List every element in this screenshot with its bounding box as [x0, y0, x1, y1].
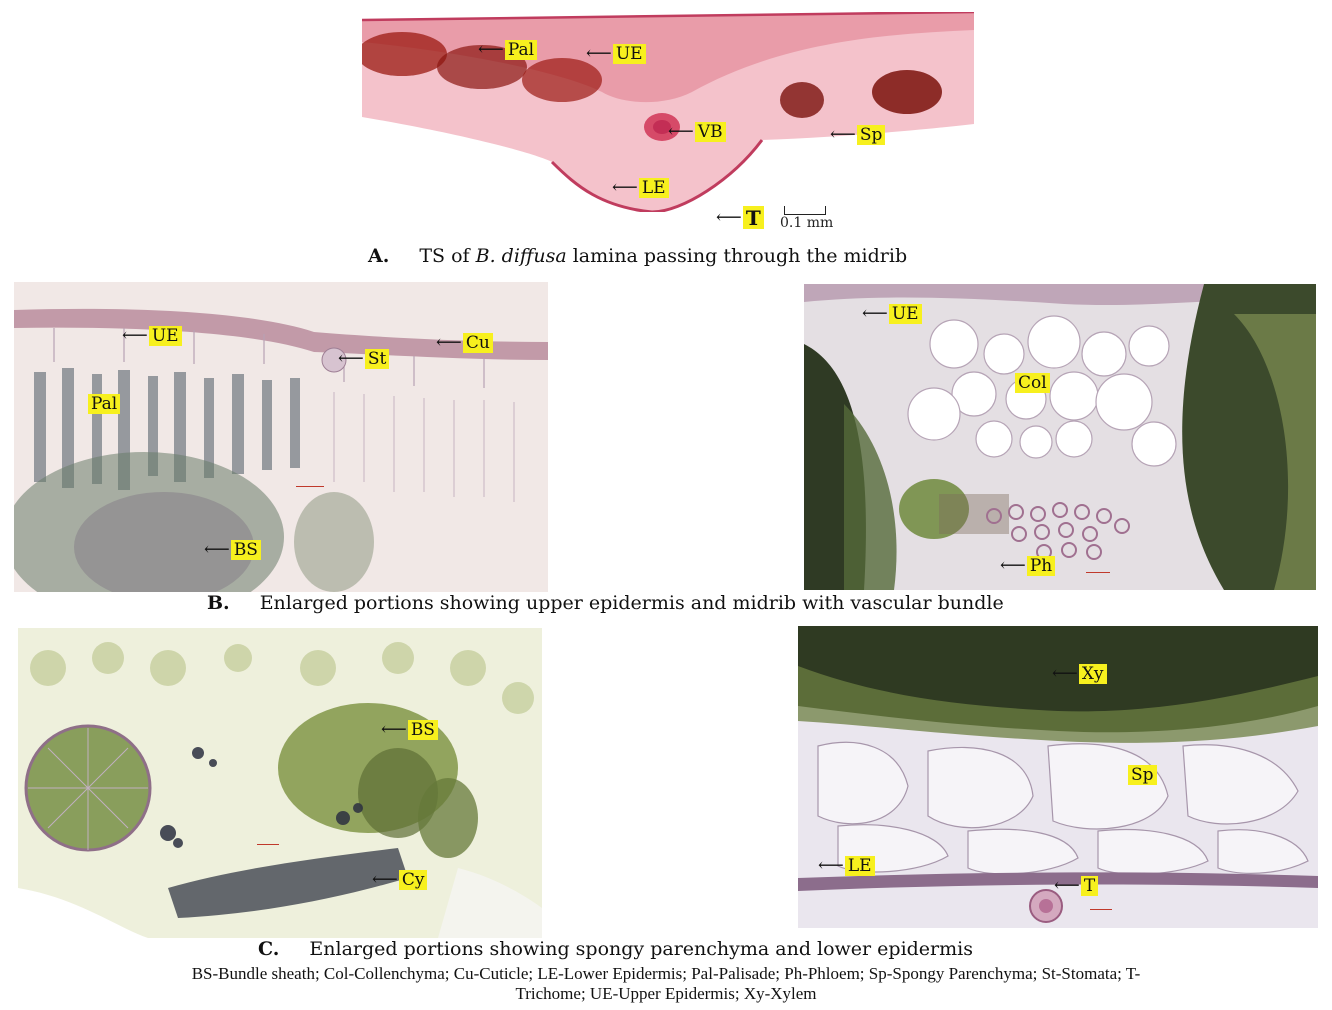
arrow-left-icon: ⟵ — [862, 303, 888, 324]
panel-b-left-drawing — [14, 282, 548, 592]
abbreviation-legend-line-2: Trichome; UE-Upper Epidermis; Xy-Xylem — [515, 984, 817, 1003]
label-b-cu: ⟵ Cu — [436, 333, 493, 353]
arrow-left-icon: ⟵ — [830, 124, 856, 145]
caption-c-letter: C. — [258, 938, 280, 960]
arrow-left-icon: ⟵ — [1052, 663, 1078, 684]
arrow-left-icon: ⟵ — [612, 177, 638, 198]
arrow-left-icon: ⟵ — [586, 43, 612, 64]
scale-bar-b-left — [296, 478, 324, 487]
arrow-left-icon: ⟵ — [381, 719, 407, 740]
label-a-le: ⟵ LE — [612, 178, 669, 198]
panel-b-right-micrograph — [804, 284, 1316, 590]
arrow-left-icon: ⟵ — [716, 206, 742, 228]
caption-a: A. TS of B. diffusa lamina passing throug… — [368, 245, 907, 267]
label-b-ue: ⟵ UE — [122, 326, 182, 346]
panel-a-section-drawing — [362, 12, 974, 212]
label-c-cy: ⟵ Cy — [372, 869, 428, 890]
label-a-pal: ⟵ Pal — [478, 39, 538, 60]
caption-c-text: Enlarged portions showing spongy parench… — [309, 938, 973, 960]
label-b-pal: Pal — [88, 394, 121, 414]
arrow-left-icon: ⟵ — [122, 325, 148, 346]
abbreviation-legend: BS-Bundle sheath; Col-Collenchyma; Cu-Cu… — [0, 964, 1332, 1004]
scale-bar-b-right — [1086, 566, 1110, 573]
caption-a-post: lamina passing through the midrib — [566, 245, 908, 267]
scale-bar-c-left — [257, 838, 279, 845]
arrow-left-icon: ⟵ — [818, 855, 844, 876]
label-c-bs: ⟵ BS — [381, 720, 438, 740]
arrow-left-icon: ⟵ — [668, 121, 694, 142]
arrow-left-icon: ⟵ — [372, 869, 398, 890]
label-b-bs: ⟵ BS — [204, 540, 261, 560]
caption-a-letter: A. — [368, 245, 390, 267]
caption-a-species: B. diffusa — [475, 245, 567, 267]
label-b-right-ue: ⟵ UE — [862, 304, 922, 324]
caption-a-pre: TS of — [419, 245, 476, 267]
arrow-left-icon: ⟵ — [478, 39, 504, 60]
caption-b: B. Enlarged portions showing upper epider… — [207, 592, 1004, 614]
arrow-left-icon: ⟵ — [204, 539, 230, 560]
scale-bar-a: 0.1 mm — [780, 206, 833, 231]
label-c-t: ⟵ T — [1054, 875, 1099, 896]
scale-bar-text: 0.1 mm — [780, 215, 834, 231]
arrow-left-icon: ⟵ — [436, 332, 462, 353]
panel-c-left-drawing — [18, 628, 542, 938]
scale-bar-line — [784, 206, 826, 215]
panel-b-right-drawing — [804, 284, 1316, 590]
label-b-st: ⟵ St — [338, 348, 390, 369]
arrow-left-icon: ⟵ — [1000, 555, 1026, 576]
label-a-vb: ⟵ VB — [668, 122, 726, 142]
label-b-right-ph: ⟵ Ph — [1000, 555, 1056, 576]
scale-bar-c-right — [1090, 903, 1112, 910]
label-c-xy: ⟵ Xy — [1052, 664, 1107, 684]
label-c-sp: Sp — [1128, 765, 1157, 785]
caption-c: C. Enlarged portions showing spongy paren… — [258, 938, 973, 960]
label-a-sp: ⟵ Sp — [830, 124, 886, 145]
caption-b-text: Enlarged portions showing upper epidermi… — [259, 592, 1004, 614]
panel-b-left-micrograph — [14, 282, 548, 592]
label-a-ue: ⟵ UE — [586, 44, 646, 64]
arrow-left-icon: ⟵ — [1054, 875, 1080, 896]
abbreviation-legend-line-1: BS-Bundle sheath; Col-Collenchyma; Cu-Cu… — [191, 964, 1141, 983]
panel-c-left-micrograph — [18, 628, 542, 938]
panel-a-micrograph — [362, 12, 974, 212]
label-a-t: ⟵ T — [716, 206, 764, 229]
arrow-left-icon: ⟵ — [338, 348, 364, 369]
caption-b-letter: B. — [207, 592, 230, 614]
label-b-right-col: Col — [1015, 373, 1050, 393]
label-c-le: ⟵ LE — [818, 856, 875, 876]
